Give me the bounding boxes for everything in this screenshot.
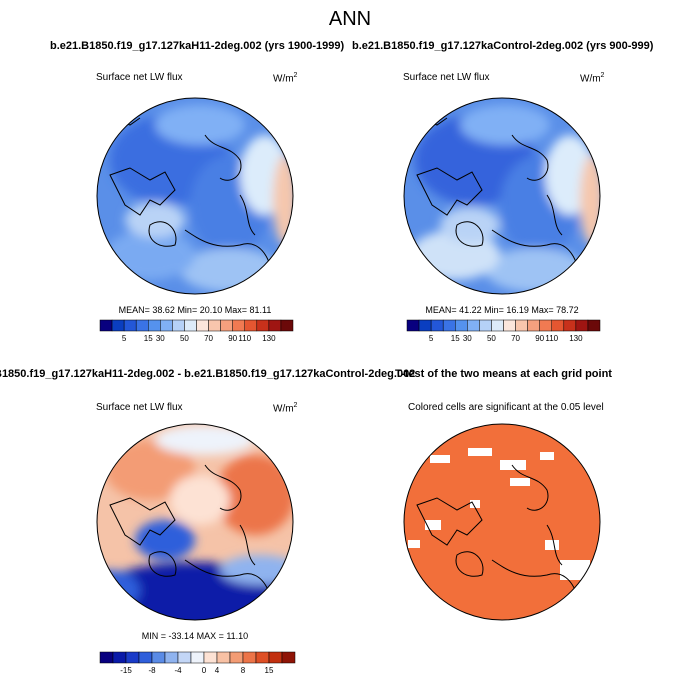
colorbar-tick-label: 8 bbox=[240, 666, 246, 675]
colorbar-swatch bbox=[151, 651, 166, 664]
colorbar-swatch bbox=[196, 319, 209, 332]
colorbar-tick-label: -4 bbox=[174, 666, 182, 675]
colorbar-tick-label: 130 bbox=[262, 334, 276, 343]
colorbar-tick-label: -15 bbox=[120, 666, 132, 675]
colorbar-swatch bbox=[99, 319, 113, 332]
panel3-map bbox=[97, 424, 293, 620]
colorbar-tick-label: 15 bbox=[264, 666, 274, 675]
colorbar-swatch bbox=[164, 651, 179, 664]
panel4-title: T-test of the two means at each grid poi… bbox=[395, 368, 612, 380]
panel3-title: B1850.f19_g17.127kaH11-2deg.002 - b.e21.… bbox=[0, 368, 416, 380]
panel2-variable: Surface net LW flux bbox=[403, 72, 490, 83]
colorbar-tick-label: 50 bbox=[486, 334, 496, 343]
colorbar-swatch bbox=[479, 319, 492, 332]
colorbar-swatch bbox=[244, 319, 258, 332]
panel2-colorbar bbox=[406, 319, 601, 332]
colorbar-swatch bbox=[563, 319, 577, 332]
colorbar-swatch bbox=[503, 319, 516, 332]
colorbar-tick-label: 110 bbox=[238, 334, 252, 343]
colorbar-tick-label: 90 bbox=[228, 334, 238, 343]
colorbar-swatch bbox=[111, 319, 125, 332]
colorbar-swatch bbox=[172, 319, 185, 332]
panel1-map bbox=[97, 98, 293, 294]
colorbar-swatch bbox=[184, 319, 197, 332]
colorbar-tick-label: 5 bbox=[121, 334, 127, 343]
colorbar-swatch bbox=[216, 651, 231, 664]
colorbar-swatch bbox=[418, 319, 432, 332]
colorbar-tick-label: 70 bbox=[511, 334, 521, 343]
colorbar-swatch bbox=[160, 319, 173, 332]
panel3-units: W/m2 bbox=[273, 402, 298, 415]
colorbar-swatch bbox=[442, 319, 456, 332]
colorbar-swatch bbox=[281, 651, 296, 664]
colorbar-swatch bbox=[177, 651, 192, 664]
colorbar-tick-label: 15 bbox=[450, 334, 460, 343]
panel1-units: W/m2 bbox=[273, 72, 298, 85]
colorbar-swatch bbox=[232, 319, 245, 332]
colorbar-tick-label: 30 bbox=[462, 334, 472, 343]
colorbar-swatch bbox=[229, 651, 244, 664]
colorbar-swatch bbox=[220, 319, 233, 332]
colorbar-swatch bbox=[587, 319, 601, 332]
colorbar-tick-label: 70 bbox=[204, 334, 214, 343]
panel1-variable: Surface net LW flux bbox=[96, 72, 183, 83]
colorbar-swatch bbox=[406, 319, 420, 332]
colorbar-swatch bbox=[256, 319, 270, 332]
panel2-map bbox=[404, 98, 600, 294]
panel1-stats: MEAN= 38.62 Min= 20.10 Max= 81.11 bbox=[118, 305, 272, 315]
colorbar-tick-label: 130 bbox=[569, 334, 583, 343]
panel2-title: b.e21.B1850.f19_g17.127kaControl-2deg.00… bbox=[352, 40, 654, 52]
panel2-units: W/m2 bbox=[580, 72, 605, 85]
colorbar-swatch bbox=[208, 319, 221, 332]
colorbar-swatch bbox=[551, 319, 565, 332]
colorbar-swatch bbox=[99, 651, 114, 664]
colorbar-tick-label: 0 bbox=[201, 666, 207, 675]
colorbar-swatch bbox=[242, 651, 257, 664]
panel1-title: b.e21.B1850.f19_g17.127kaH11-2deg.002 (y… bbox=[50, 40, 345, 52]
panel3-stats: MIN = -33.14 MAX = 11.10 bbox=[141, 631, 249, 641]
colorbar-swatch bbox=[575, 319, 589, 332]
colorbar-swatch bbox=[203, 651, 218, 664]
colorbar-swatch bbox=[148, 319, 161, 332]
colorbar-swatch bbox=[280, 319, 294, 332]
panel4-subtitle: Colored cells are significant at the 0.0… bbox=[408, 402, 604, 413]
panel3-variable: Surface net LW flux bbox=[96, 402, 183, 413]
panel2-stats: MEAN= 41.22 Min= 16.19 Max= 78.72 bbox=[425, 305, 579, 315]
colorbar-tick-label: 30 bbox=[155, 334, 165, 343]
colorbar-swatch bbox=[255, 651, 270, 664]
colorbar-tick-label: 50 bbox=[179, 334, 189, 343]
colorbar-swatch bbox=[515, 319, 528, 332]
colorbar-tick-label: 15 bbox=[143, 334, 153, 343]
colorbar-swatch bbox=[268, 319, 282, 332]
colorbar-tick-label: 5 bbox=[428, 334, 434, 343]
colorbar-swatch bbox=[138, 651, 153, 664]
panel4-map bbox=[404, 424, 600, 620]
panel3-colorbar bbox=[99, 651, 296, 664]
colorbar-swatch bbox=[467, 319, 480, 332]
colorbar-swatch bbox=[123, 319, 137, 332]
colorbar-swatch bbox=[539, 319, 552, 332]
colorbar-tick-label: 110 bbox=[545, 334, 559, 343]
colorbar-swatch bbox=[527, 319, 540, 332]
colorbar-swatch bbox=[455, 319, 468, 332]
colorbar-tick-label: -8 bbox=[148, 666, 156, 675]
colorbar-swatch bbox=[190, 651, 205, 664]
colorbar-swatch bbox=[135, 319, 149, 332]
panel1-colorbar bbox=[99, 319, 294, 332]
colorbar-tick-label: 4 bbox=[214, 666, 220, 675]
figure-title: ANN bbox=[328, 8, 372, 30]
colorbar-swatch bbox=[125, 651, 140, 664]
colorbar-swatch bbox=[112, 651, 127, 664]
colorbar-swatch bbox=[430, 319, 444, 332]
colorbar-tick-label: 90 bbox=[535, 334, 545, 343]
colorbar-swatch bbox=[491, 319, 504, 332]
colorbar-swatch bbox=[268, 651, 283, 664]
